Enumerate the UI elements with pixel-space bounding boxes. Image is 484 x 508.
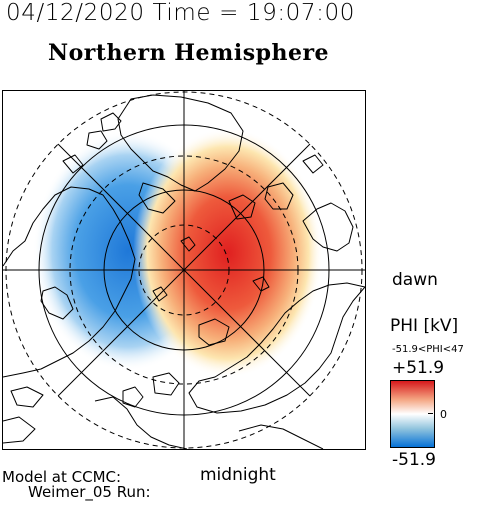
plot-title: Northern Hemisphere xyxy=(48,40,330,66)
colorbar-min-label: -51.9 xyxy=(392,450,436,470)
coastlines xyxy=(3,94,365,449)
colorbar-range: -51.9<PHI<47 xyxy=(392,344,464,355)
colorbar-zero-tick xyxy=(428,413,433,414)
dawn-label: dawn xyxy=(392,270,438,290)
colorbar xyxy=(390,380,435,448)
run-label: Weimer_05 Run: xyxy=(28,483,151,501)
colorbar-title: PHI [kV] xyxy=(390,316,459,336)
model-label: Model at CCMC: xyxy=(2,468,122,486)
colorbar-zero-label: 0 xyxy=(440,408,447,421)
polar-potential-map xyxy=(3,91,365,449)
polar-map-frame xyxy=(2,90,366,450)
datetime-header: 04/12/2020 Time = 19:07:00 xyxy=(6,0,355,26)
midnight-label: midnight xyxy=(200,465,276,485)
meridian-lines xyxy=(3,91,365,449)
colorbar-max-label: +51.9 xyxy=(392,358,445,378)
